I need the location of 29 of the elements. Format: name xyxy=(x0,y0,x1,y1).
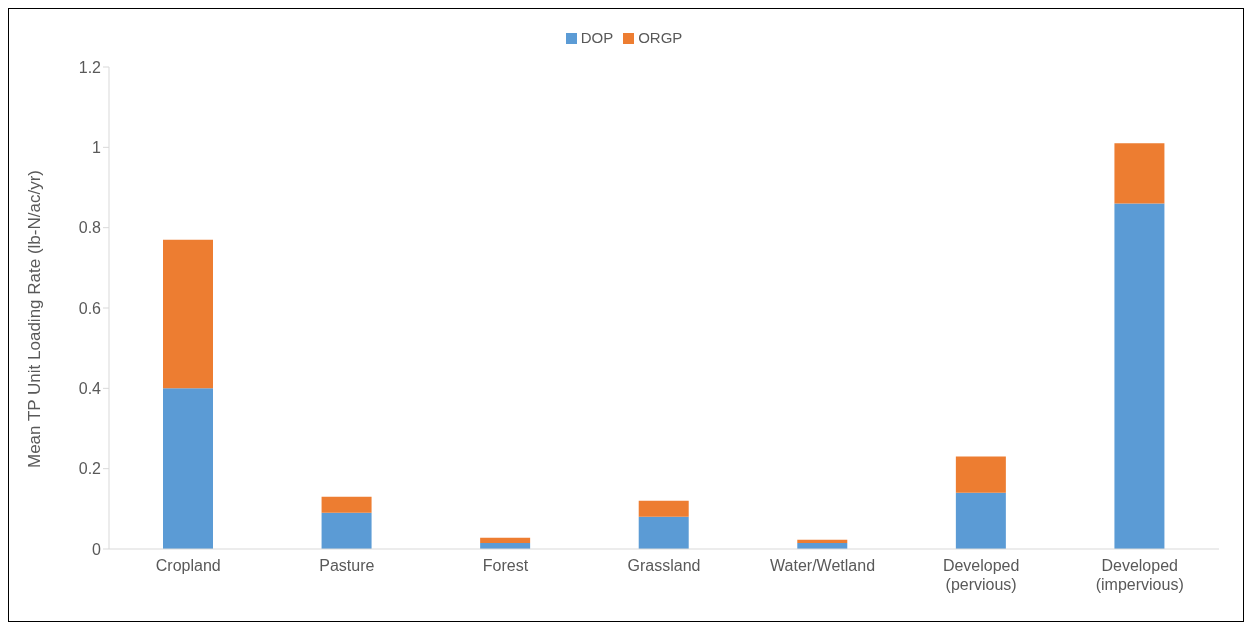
bar xyxy=(955,456,1006,493)
x-tick-label: Forest xyxy=(482,557,529,574)
y-tick-label: 0.8 xyxy=(78,219,102,237)
bar xyxy=(955,492,1006,549)
bar xyxy=(321,512,372,549)
legend-label: DOP xyxy=(580,29,614,46)
x-tick-label: Developed (impervious) xyxy=(1095,557,1184,593)
y-tick-label: 0.4 xyxy=(78,380,102,398)
bar xyxy=(1114,203,1165,549)
bar xyxy=(638,516,689,549)
bar xyxy=(480,537,531,543)
bar xyxy=(638,500,689,517)
bar xyxy=(163,388,213,549)
y-axis-title: Mean TP Unit Loading Rate (lb-N/ac/yr) xyxy=(25,170,45,468)
y-tick-label: 1.2 xyxy=(78,58,102,76)
y-tick-label: 0.6 xyxy=(78,299,102,317)
x-tick-label: Pasture xyxy=(319,557,375,574)
bar xyxy=(797,539,848,543)
y-tick-label: 0.2 xyxy=(78,460,102,478)
x-tick-label: Developed (pervious) xyxy=(942,557,1020,593)
y-tick-label: 1 xyxy=(92,139,102,157)
bar xyxy=(321,496,372,513)
x-tick-label: Grassland xyxy=(627,557,701,574)
y-tick-label: 0 xyxy=(92,540,102,558)
bar xyxy=(163,239,213,389)
x-tick-label: Water/Wetland xyxy=(770,557,876,574)
legend-label: ORGP xyxy=(638,29,683,46)
x-tick-label: Cropland xyxy=(155,557,221,574)
bar xyxy=(1114,143,1165,204)
